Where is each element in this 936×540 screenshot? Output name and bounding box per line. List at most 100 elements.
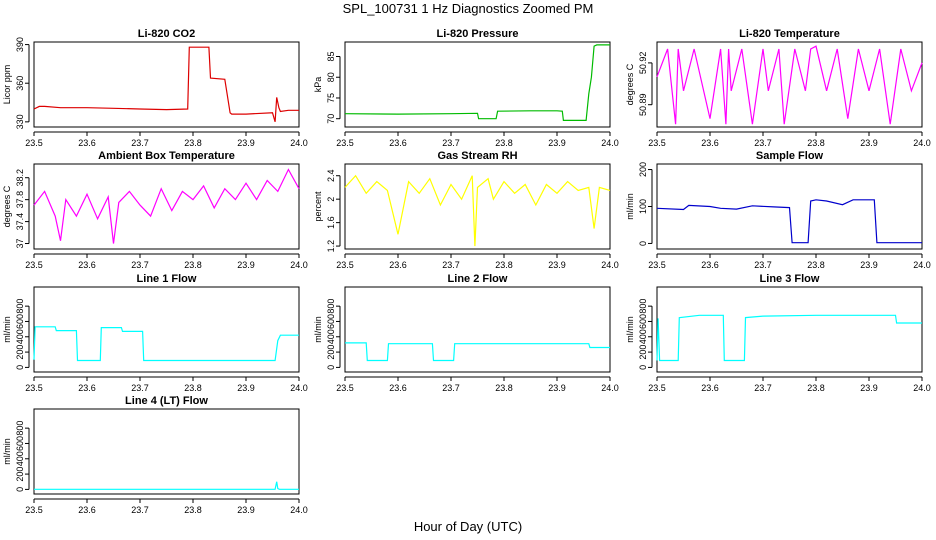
y-tick-label: 75 — [326, 93, 336, 103]
y-tick-label: 800 — [326, 299, 336, 314]
x-tick-label: 23.5 — [25, 505, 43, 515]
x-tick-label: 23.6 — [389, 138, 407, 148]
series-line-1 — [656, 45, 923, 125]
y-axis-label: degrees C — [625, 63, 635, 105]
panel-title: Ambient Box Temperature — [98, 150, 235, 162]
figure-title: SPL_100731 1 Hz Diagnostics Zoomed PM — [343, 1, 594, 16]
y-tick-label: 0 — [15, 365, 25, 370]
y-tick-label: 70 — [326, 114, 336, 124]
x-tick-label: 23.6 — [701, 138, 719, 148]
y-tick-label: 37.4 — [15, 213, 25, 231]
y-tick-label: 600 — [15, 314, 25, 329]
plot-frame — [656, 41, 923, 128]
x-tick-label: 23.8 — [184, 383, 202, 393]
x-tick-label: 23.8 — [807, 260, 825, 270]
y-tick-label: 200 — [15, 467, 25, 482]
panel-4: Ambient Box Temperature 23.5 23.6 23.7 23.8 2… — [2, 150, 308, 270]
plot-frame — [344, 41, 611, 128]
panel-title: Line 3 Flow — [760, 273, 820, 285]
x-tick-label: 23.8 — [184, 260, 202, 270]
y-tick-label: 360 — [15, 76, 25, 91]
series-line-1 — [33, 168, 300, 244]
x-tick-label: 23.7 — [131, 138, 149, 148]
y-tick-label: 400 — [326, 329, 336, 344]
x-tick-label: 23.7 — [131, 383, 149, 393]
x-tick-label: 23.7 — [442, 260, 460, 270]
panel-8: Line 2 Flow 23.5 23.6 23.7 23.8 23.9 24.0 0 2004… — [313, 273, 619, 393]
series-line-1 — [345, 342, 610, 362]
x-tick-label: 23.8 — [184, 505, 202, 515]
plot-frame — [33, 408, 300, 495]
y-axis-label: Licor ppm — [2, 65, 12, 105]
x-tick-label: 23.9 — [237, 138, 255, 148]
x-tick-label: 24.0 — [601, 138, 619, 148]
y-tick-label: 0 — [638, 365, 648, 370]
y-tick-label: 200 — [638, 345, 648, 360]
x-tick-label: 23.9 — [860, 138, 878, 148]
y-axis-label: ml/min — [625, 316, 635, 343]
x-tick-label: 23.6 — [78, 260, 96, 270]
x-tick-label: 23.9 — [860, 383, 878, 393]
x-tick-label: 23.6 — [701, 383, 719, 393]
x-tick-label: 23.5 — [648, 138, 666, 148]
x-tick-label: 23.9 — [548, 260, 566, 270]
panel-title: Gas Stream RH — [437, 150, 517, 162]
x-tick-label: 23.5 — [25, 138, 43, 148]
x-tick-label: 24.0 — [290, 383, 308, 393]
x-tick-label: 23.7 — [442, 383, 460, 393]
y-tick-label: 200 — [638, 162, 648, 177]
panel-3: Li-820 Temperature 23.5 23.6 23.7 23.8 23.9 24… — [625, 28, 931, 148]
x-tick-label: 23.8 — [495, 260, 513, 270]
x-tick-label: 23.8 — [495, 383, 513, 393]
x-tick-label: 23.7 — [442, 138, 460, 148]
x-tick-label: 23.8 — [807, 383, 825, 393]
y-axis-label: ml/min — [2, 316, 12, 343]
x-tick-label: 23.8 — [807, 138, 825, 148]
plot-frame — [33, 163, 300, 250]
x-tick-label: 24.0 — [913, 260, 931, 270]
plot-frame — [344, 286, 611, 373]
x-tick-label: 24.0 — [913, 383, 931, 393]
x-tick-label: 23.5 — [25, 383, 43, 393]
panels: Li-820 CO2 23.5 23.6 23.7 23.8 23.9 24.0 330 360… — [2, 28, 931, 515]
y-tick-label: 400 — [638, 329, 648, 344]
y-axis-label: ml/min — [625, 193, 635, 220]
series-line-1 — [344, 44, 610, 122]
panel-5: Gas Stream RH 23.5 23.6 23.7 23.8 23.9 24.0 1.2… — [313, 150, 619, 270]
x-tick-label: 23.9 — [548, 138, 566, 148]
y-tick-label: 400 — [15, 329, 25, 344]
y-axis-label: ml/min — [313, 316, 323, 343]
x-tick-label: 23.6 — [701, 260, 719, 270]
y-axis-label: ml/min — [2, 438, 12, 465]
x-tick-label: 23.5 — [336, 138, 354, 148]
y-tick-label: 390 — [15, 37, 25, 52]
y-tick-label: 600 — [326, 314, 336, 329]
x-tick-label: 23.9 — [548, 383, 566, 393]
plot-frame — [656, 286, 923, 373]
y-tick-label: 200 — [15, 345, 25, 360]
series-line-1 — [344, 174, 611, 247]
y-tick-label: 50.89 — [638, 93, 648, 116]
y-tick-label: 37 — [15, 239, 25, 249]
y-tick-label: 330 — [15, 114, 25, 129]
panel-title: Li-820 Temperature — [739, 28, 840, 40]
x-tick-label: 23.9 — [237, 383, 255, 393]
y-tick-label: 38.2 — [15, 169, 25, 187]
panel-title: Line 4 (LT) Flow — [125, 395, 208, 407]
y-tick-label: 85 — [326, 52, 336, 62]
y-tick-label: 2.4 — [326, 169, 336, 182]
y-tick-label: 400 — [15, 451, 25, 466]
y-tick-label: 50.92 — [638, 52, 648, 75]
y-axis-label: degrees C — [2, 185, 12, 227]
panel-title: Li-820 CO2 — [138, 28, 195, 40]
figure-xlabel: Hour of Day (UTC) — [414, 519, 522, 534]
x-tick-label: 24.0 — [913, 138, 931, 148]
series-line-1 — [33, 326, 299, 362]
x-tick-label: 23.7 — [131, 260, 149, 270]
plot-frame — [344, 163, 611, 250]
x-tick-label: 24.0 — [290, 260, 308, 270]
x-tick-label: 23.5 — [25, 260, 43, 270]
x-tick-label: 23.6 — [78, 383, 96, 393]
y-tick-label: 600 — [638, 314, 648, 329]
